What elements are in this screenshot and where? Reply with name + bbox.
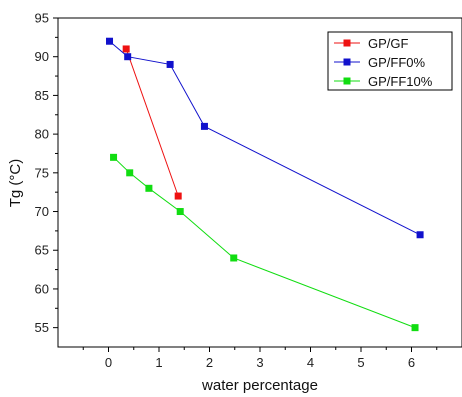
data-point-2-4: [230, 254, 238, 262]
ticks-layer: 0 1 2 3 4 5 6 55 60 65 70 75 80 85 90 95: [35, 11, 438, 370]
data-point-2-3: [176, 208, 184, 216]
x-tick-label: 0: [105, 355, 112, 370]
series-layer: [106, 37, 424, 332]
y-tick-label: 80: [35, 127, 49, 142]
series-line-2: [113, 156, 416, 329]
y-tick-label: 60: [35, 281, 49, 296]
data-point-1-3: [200, 122, 208, 130]
legend: GP/GF GP/FF0% GP/FF10%: [327, 31, 453, 91]
y-tick-label: 85: [35, 88, 49, 103]
data-point-2-2: [145, 184, 153, 192]
y-tick-label: 70: [35, 204, 49, 219]
data-point-1-2: [166, 60, 174, 68]
legend-label-0: GP/GF: [368, 36, 409, 51]
y-tick-label: 90: [35, 49, 49, 64]
y-tick-label: 95: [35, 11, 49, 26]
x-tick-label: 1: [155, 355, 162, 370]
x-tick-label: 6: [408, 355, 415, 370]
data-point-2-0: [110, 153, 118, 161]
data-point-1-4: [416, 231, 424, 239]
y-tick-label: 75: [35, 165, 49, 180]
data-point-2-5: [411, 324, 419, 332]
x-tick-label: 3: [256, 355, 263, 370]
plot-frame: [57, 17, 462, 348]
y-tick-label: 55: [35, 320, 49, 335]
data-point-1-1: [124, 53, 132, 61]
data-point-2-1: [126, 169, 134, 177]
x-tick-label: 5: [357, 355, 364, 370]
legend-marker-2: [343, 77, 351, 85]
data-point-0-1: [174, 192, 182, 200]
x-axis-title: water percentage: [201, 377, 318, 394]
legend-marker-1: [343, 58, 351, 66]
legend-label-2: GP/FF10%: [368, 74, 433, 89]
y-tick-label: 65: [35, 243, 49, 258]
data-point-1-0: [106, 37, 114, 45]
legend-label-1: GP/FF0%: [368, 55, 426, 70]
data-point-0-0: [122, 45, 130, 53]
series-line-0: [125, 48, 179, 197]
x-tick-label: 4: [307, 355, 314, 370]
x-tick-label: 2: [206, 355, 213, 370]
y-axis-title: Tg (°C): [7, 159, 24, 208]
legend-marker-0: [343, 39, 351, 47]
